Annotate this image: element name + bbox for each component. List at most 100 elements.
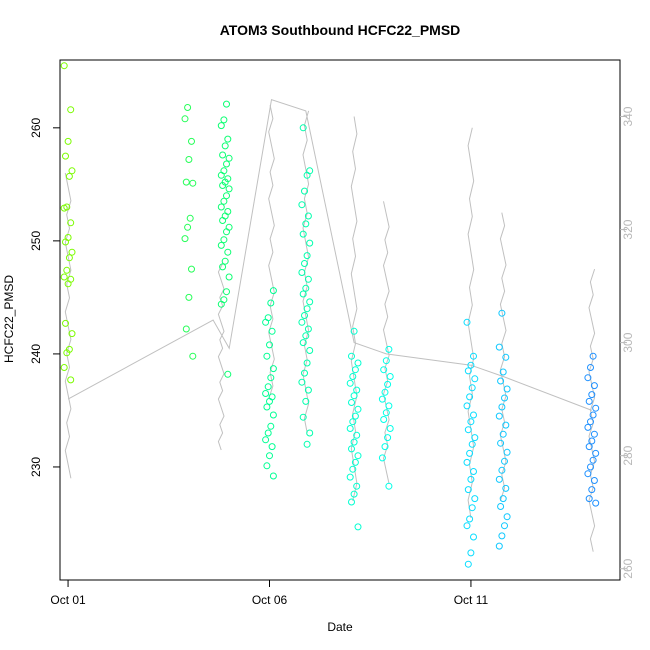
spike-line xyxy=(217,263,225,451)
data-point xyxy=(266,452,273,460)
data-point xyxy=(350,490,358,498)
plot-frame xyxy=(59,59,621,581)
data-point xyxy=(264,383,272,391)
data-point xyxy=(220,197,228,205)
data-point xyxy=(502,353,510,361)
data-point xyxy=(464,560,472,568)
data-point xyxy=(497,377,505,385)
data-point xyxy=(303,305,311,313)
data-point xyxy=(217,241,225,249)
data-point xyxy=(301,312,308,319)
data-point xyxy=(498,466,506,474)
data-point xyxy=(503,385,511,393)
data-point xyxy=(354,405,362,413)
data-point xyxy=(350,392,358,400)
data-point xyxy=(498,532,506,540)
data-point xyxy=(184,223,192,231)
data-point xyxy=(589,456,597,464)
data-point xyxy=(346,379,354,387)
data-point xyxy=(584,374,592,382)
data-point xyxy=(348,352,355,360)
data-point xyxy=(501,522,508,530)
data-point xyxy=(498,309,506,317)
data-point xyxy=(63,266,71,274)
data-point xyxy=(189,352,197,360)
data-point xyxy=(471,375,479,383)
data-point xyxy=(268,327,276,335)
data-point xyxy=(60,62,68,70)
data-point xyxy=(499,430,507,438)
data-point xyxy=(382,409,390,417)
data-point xyxy=(217,300,225,308)
y-tick-label-right: 300 xyxy=(621,332,635,352)
data-point xyxy=(223,160,230,168)
data-point xyxy=(589,352,597,360)
data-point xyxy=(225,154,233,162)
data-point xyxy=(306,429,314,437)
data-point xyxy=(298,378,306,386)
data-point xyxy=(348,399,355,406)
data-point xyxy=(495,412,503,420)
data-point xyxy=(217,203,225,211)
data-point xyxy=(382,357,390,365)
y-tick-label-right: 260 xyxy=(621,558,635,578)
data-point xyxy=(353,386,361,394)
data-point xyxy=(186,214,194,222)
data-point xyxy=(463,458,471,466)
data-point xyxy=(467,361,475,369)
data-point xyxy=(463,318,471,326)
data-point xyxy=(303,252,311,260)
y-tick-label-left: 260 xyxy=(29,117,43,137)
data-point xyxy=(495,343,503,351)
data-point xyxy=(466,393,474,401)
data-point xyxy=(262,436,270,444)
spike-line xyxy=(382,201,390,485)
data-point xyxy=(354,452,362,460)
data-point xyxy=(466,449,474,457)
data-point xyxy=(60,273,68,281)
data-point xyxy=(304,325,312,333)
data-point xyxy=(267,422,275,430)
data-point xyxy=(62,238,69,246)
data-point xyxy=(346,473,354,481)
data-point xyxy=(217,171,225,179)
data-point xyxy=(301,260,308,267)
data-point xyxy=(181,115,189,123)
data-point xyxy=(346,425,354,432)
data-point xyxy=(585,495,593,503)
data-point xyxy=(298,201,306,209)
data-point xyxy=(590,477,598,484)
data-point xyxy=(380,366,388,374)
data-point xyxy=(378,454,386,462)
data-point xyxy=(384,434,392,442)
x-axis: Oct 01 Oct 06 Oct 11 xyxy=(50,580,488,607)
data-point xyxy=(349,418,357,426)
data-point xyxy=(269,411,277,419)
data-point xyxy=(263,403,271,411)
data-point xyxy=(468,504,476,512)
data-point xyxy=(63,349,71,357)
data-point xyxy=(351,412,359,420)
data-point xyxy=(349,465,357,473)
data-point xyxy=(470,411,477,419)
y-tick-label-left: 250 xyxy=(29,231,43,251)
data-point xyxy=(182,178,190,186)
data-point xyxy=(380,416,388,423)
chart-title: ATOM3 Southbound HCFC22_PMSD xyxy=(220,22,461,38)
data-point xyxy=(348,498,355,506)
data-point xyxy=(67,106,75,114)
data-point xyxy=(502,484,510,492)
data-point xyxy=(471,434,479,442)
data-point xyxy=(592,449,600,457)
data-point xyxy=(351,458,359,466)
data-point xyxy=(350,327,358,335)
data-point xyxy=(185,156,193,163)
data-point xyxy=(501,457,508,465)
data-point xyxy=(464,486,472,494)
data-point xyxy=(302,284,310,292)
data-point xyxy=(584,423,592,431)
data-point xyxy=(503,513,511,521)
data-point xyxy=(299,290,307,298)
data-point xyxy=(220,236,228,244)
data-point xyxy=(269,287,277,295)
